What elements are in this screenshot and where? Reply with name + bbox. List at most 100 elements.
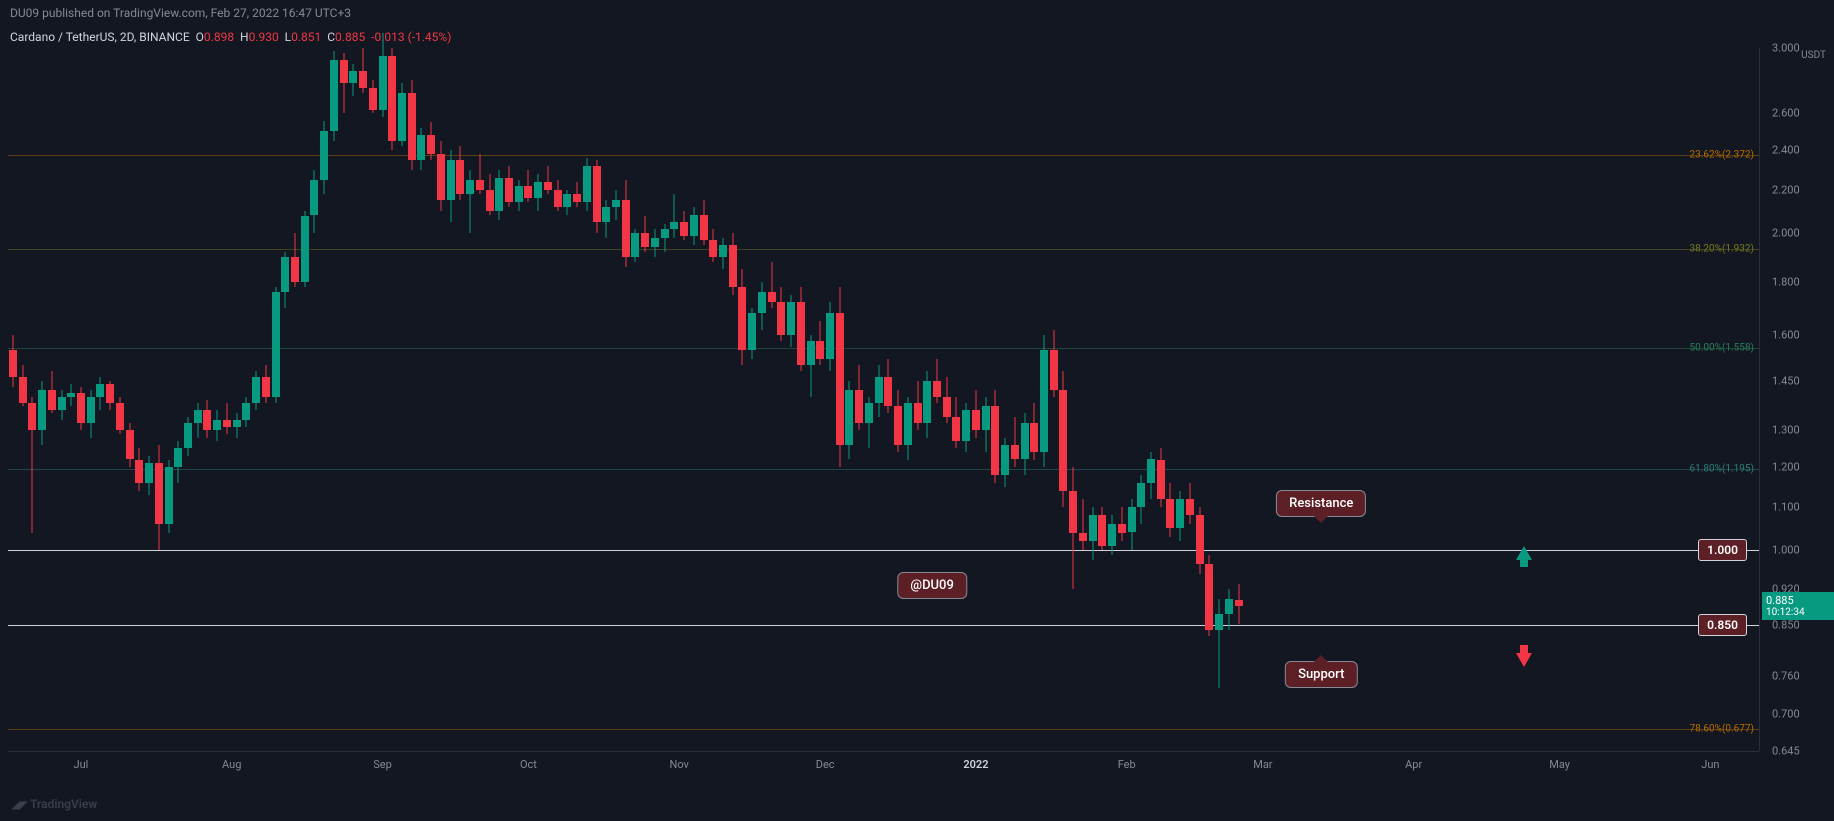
candle: [505, 166, 513, 207]
candle: [349, 64, 357, 97]
horizontal-line[interactable]: [8, 625, 1759, 626]
candle: [87, 390, 95, 437]
time-tick: Oct: [520, 758, 537, 771]
fib-line: [8, 729, 1759, 730]
price-tick: 0.645: [1764, 745, 1834, 758]
candle: [719, 238, 727, 269]
candle: [1050, 330, 1058, 397]
horizontal-line[interactable]: [8, 550, 1759, 551]
chart-wrap: 23.62%(2.372)38.20%(1.932)50.00%(1.558)6…: [8, 48, 1834, 781]
candle: [1011, 417, 1019, 467]
ohlc-close: 0.885: [335, 30, 365, 44]
candle: [602, 200, 610, 238]
candle: [1166, 483, 1174, 537]
chart-area[interactable]: 23.62%(2.372)38.20%(1.932)50.00%(1.558)6…: [8, 48, 1759, 751]
ohlc-change: -0.013: [371, 30, 404, 44]
candle: [262, 365, 270, 403]
candle: [787, 295, 795, 348]
candle: [174, 441, 182, 482]
candle: [641, 216, 649, 253]
time-tick: May: [1549, 758, 1570, 771]
candle: [165, 460, 173, 533]
candle: [700, 200, 708, 245]
fib-label: 61.80%(1.195): [1690, 463, 1754, 474]
candle: [447, 150, 455, 222]
candle: [184, 417, 192, 456]
candle: [1147, 452, 1155, 499]
candle: [943, 377, 951, 423]
price-tick: 1.300: [1764, 424, 1834, 437]
candle: [310, 170, 318, 234]
candle: [631, 229, 639, 262]
candle: [845, 381, 853, 460]
candle: [952, 397, 960, 449]
price-marker[interactable]: 0.850: [1698, 614, 1747, 636]
price-tick: 3.000: [1764, 42, 1834, 55]
arrow-down-icon: [1516, 653, 1532, 667]
candle: [884, 359, 892, 413]
candle: [855, 365, 863, 430]
time-tick: Sep: [373, 758, 392, 771]
price-tick: 2.000: [1764, 227, 1834, 240]
candle: [427, 122, 435, 159]
price-marker[interactable]: 1.000: [1698, 539, 1747, 561]
price-tick: 1.100: [1764, 500, 1834, 513]
price-axis[interactable]: USDT 3.0002.6002.4002.2002.0001.8001.600…: [1759, 48, 1834, 751]
time-tick: Dec: [816, 758, 835, 771]
candle: [359, 48, 367, 93]
publish-info: DU09 published on TradingView.com, Feb 2…: [0, 0, 1834, 26]
candle: [330, 51, 338, 141]
candle: [408, 80, 416, 170]
candle: [291, 233, 299, 286]
candle: [340, 53, 348, 114]
candle: [495, 170, 503, 220]
candle: [1021, 413, 1029, 475]
candle: [583, 158, 591, 211]
candle: [1225, 589, 1233, 631]
symbol-timeframe: 2D: [120, 30, 134, 44]
fib-label: 50.00%(1.558): [1690, 342, 1754, 353]
time-tick: Jun: [1701, 758, 1719, 771]
candle: [1215, 599, 1223, 689]
candle: [369, 80, 377, 114]
candle: [476, 154, 484, 194]
candle: [690, 207, 698, 245]
candle: [77, 387, 85, 431]
fib-line: [8, 469, 1759, 470]
time-tick: Mar: [1253, 758, 1272, 771]
candle: [1118, 507, 1126, 542]
candle: [875, 365, 883, 417]
candle: [1040, 335, 1048, 467]
time-tick: Nov: [670, 758, 689, 771]
candle: [923, 371, 931, 437]
callout-resistance[interactable]: Resistance: [1276, 490, 1366, 517]
candle: [1001, 438, 1009, 487]
price-tick: 1.600: [1764, 329, 1834, 342]
candle: [1098, 507, 1106, 551]
candle: [758, 282, 766, 330]
callout-du09[interactable]: @DU09: [897, 572, 966, 599]
symbol-name: Cardano / TetherUS: [10, 30, 115, 44]
publish-text: DU09 published on TradingView.com, Feb 2…: [10, 6, 351, 20]
fib-line: [8, 249, 1759, 250]
candle: [301, 211, 309, 287]
candle: [816, 321, 824, 365]
candle: [126, 423, 134, 467]
candle: [223, 403, 231, 434]
candle: [797, 287, 805, 371]
candle: [1137, 475, 1145, 524]
price-tick: 2.400: [1764, 144, 1834, 157]
ohlc-change-pct: (-1.45%): [408, 30, 452, 44]
callout-support[interactable]: Support: [1285, 661, 1357, 688]
candle: [155, 445, 163, 551]
candle: [991, 390, 999, 482]
candle: [1089, 507, 1097, 560]
candle: [456, 146, 464, 200]
time-axis[interactable]: JulAugSepOctNovDec2022FebMarAprMayJun: [8, 751, 1759, 781]
candle: [544, 166, 552, 194]
candle: [768, 262, 776, 308]
candle: [709, 229, 717, 262]
candle: [904, 397, 912, 460]
candle: [38, 381, 46, 445]
symbol-exchange: BINANCE: [139, 30, 189, 44]
